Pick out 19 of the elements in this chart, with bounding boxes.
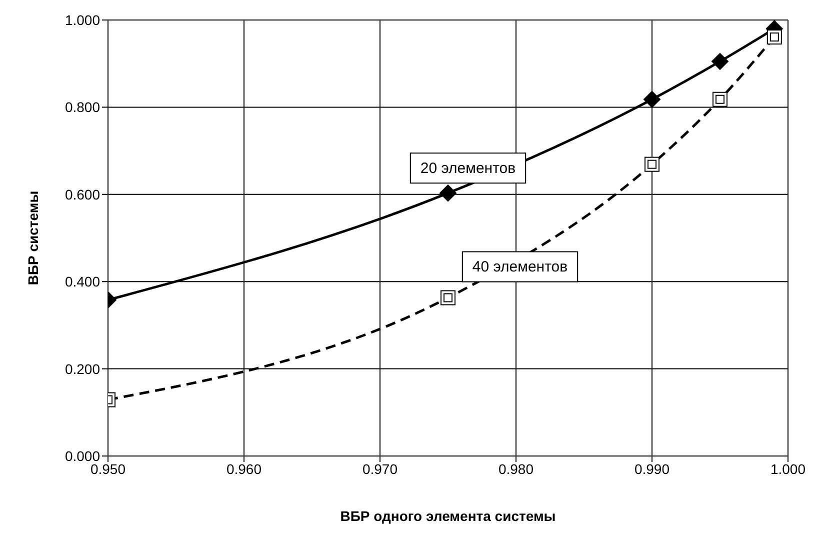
- series-label: 20 элементов: [420, 160, 516, 178]
- series-label: 40 элементов: [472, 258, 568, 276]
- y-tick-label: 0.200: [64, 360, 100, 377]
- y-tick-label: 0.600: [64, 186, 100, 202]
- x-tick-label: 0.960: [226, 460, 262, 477]
- x-tick-label: 0.970: [362, 460, 398, 477]
- y-axis-title: ВБР системы: [24, 190, 41, 286]
- x-tick-label: 0.980: [498, 460, 534, 477]
- y-tick-label: 0.400: [64, 274, 100, 290]
- point: [712, 92, 728, 107]
- point: [644, 90, 660, 108]
- point: [766, 30, 782, 45]
- x-tick-label: 0.990: [634, 460, 670, 477]
- point: [712, 52, 728, 70]
- x-tick-label: 1.000: [770, 460, 806, 477]
- y-tick-label: 1.000: [64, 12, 100, 28]
- point: [644, 156, 660, 172]
- x-axis-title: ВБР одного элемента системы: [340, 508, 556, 524]
- y-tick-label: 0.800: [64, 99, 100, 116]
